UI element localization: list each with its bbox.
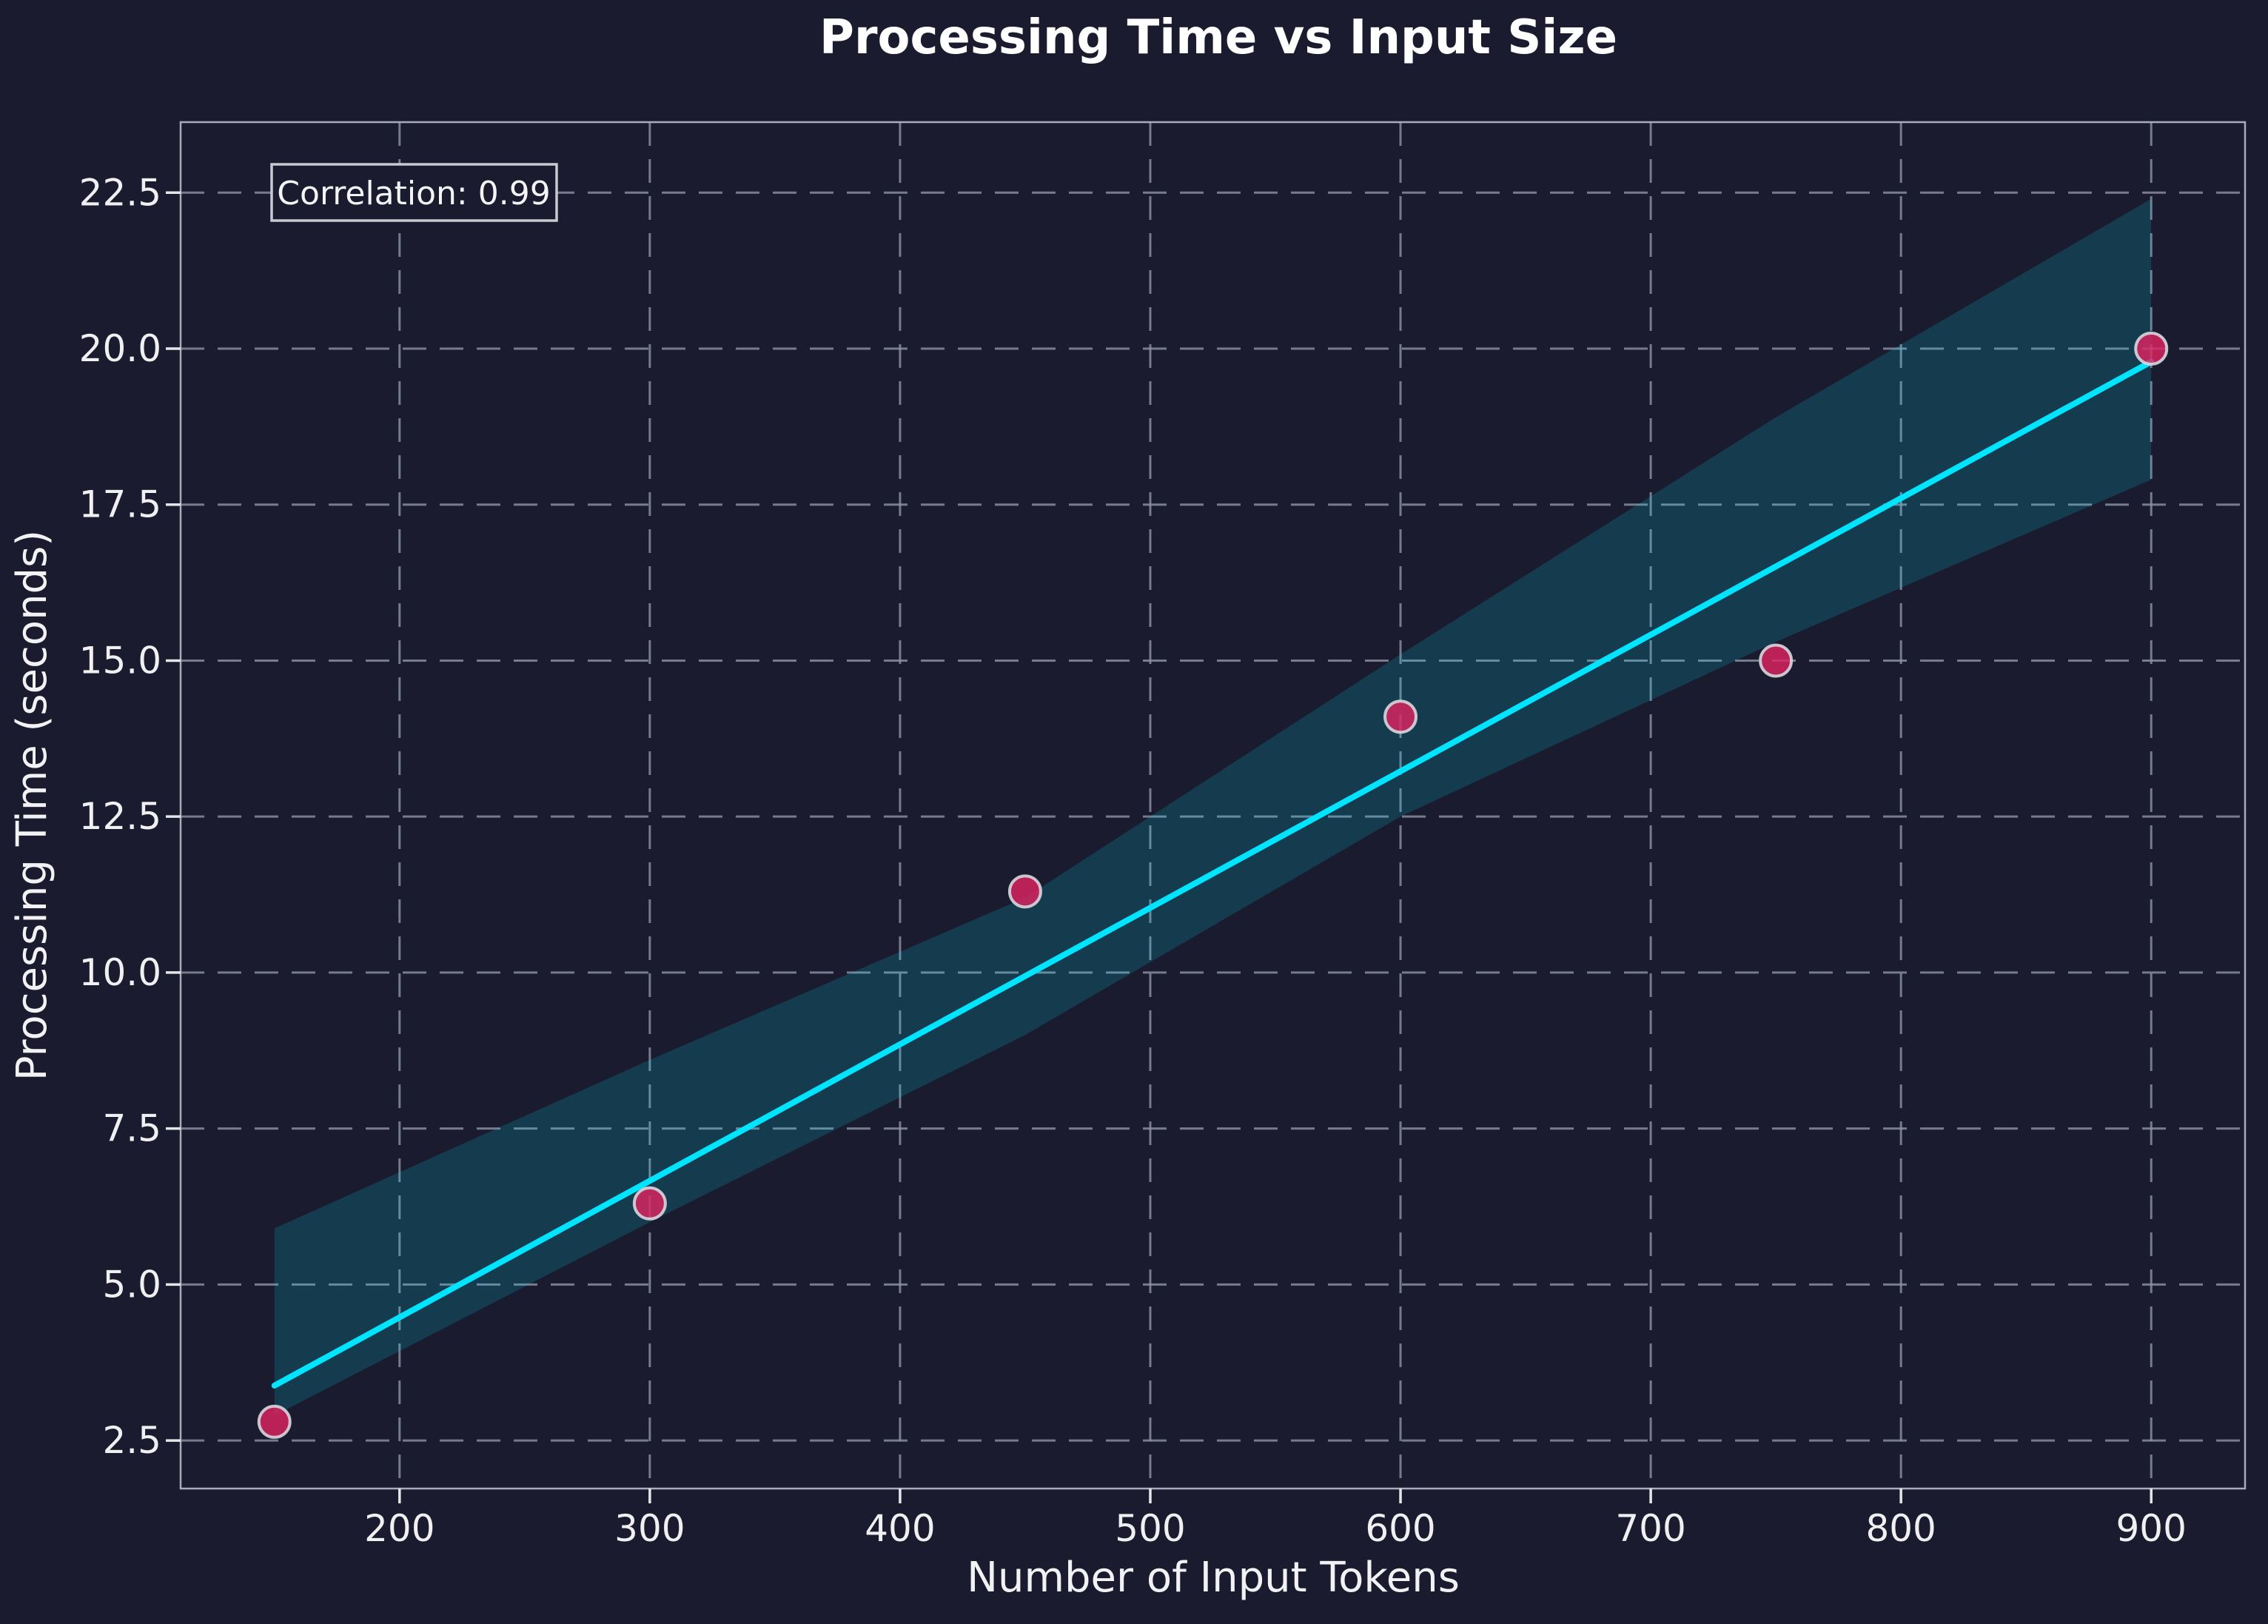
plot-border [179, 121, 2247, 1490]
data-point [632, 1186, 667, 1221]
regression-line-layer [271, 358, 2155, 1389]
data-points-layer [257, 331, 2169, 1439]
data-point [2134, 331, 2169, 366]
annotation-box: Correlation: 0.99 [270, 163, 558, 222]
y-tick-label: 20.0 [79, 327, 161, 370]
x-tick-label: 800 [1865, 1507, 1936, 1550]
data-point [1007, 874, 1042, 909]
y-tick-label: 7.5 [102, 1107, 161, 1150]
annotation-frame [270, 163, 558, 222]
x-tick-label: 300 [614, 1507, 685, 1550]
x-tick-label: 700 [1615, 1507, 1685, 1550]
confidence-band-layer [274, 198, 2152, 1416]
data-point [257, 1404, 292, 1439]
chart-title: Processing Time vs Input Size [819, 10, 1617, 65]
y-tick-label: 17.5 [79, 483, 161, 526]
x-tick-label: 400 [865, 1507, 935, 1550]
data-point [1383, 699, 1418, 734]
data-point [1759, 643, 1794, 678]
confidence-band [274, 198, 2152, 1416]
x-tick-label: 200 [364, 1507, 435, 1550]
x-tick-label: 900 [2116, 1507, 2187, 1550]
y-tick-label: 15.0 [79, 639, 161, 682]
x-tick-label: 500 [1115, 1507, 1185, 1550]
x-tick-label: 600 [1365, 1507, 1435, 1550]
axis-ticks [166, 191, 2153, 1503]
y-tick-label: 12.5 [79, 795, 161, 838]
y-tick-label: 22.5 [79, 171, 161, 214]
gridlines [181, 122, 2245, 1489]
axis-tick-labels: 200 300 400 500 600 700 800 900 2.5 5.0 7.5 10.0 12.… [79, 171, 2187, 1550]
x-axis-label: Number of Input Tokens [967, 1554, 1460, 1602]
y-tick-label: 5.0 [102, 1263, 161, 1306]
y-axis-label: Processing Time (seconds) [8, 530, 56, 1081]
regression-line [271, 358, 2155, 1389]
correlation-annotation: Correlation: 0.99 [277, 175, 550, 212]
y-tick-label: 10.0 [79, 951, 161, 994]
y-tick-label: 2.5 [102, 1419, 161, 1462]
